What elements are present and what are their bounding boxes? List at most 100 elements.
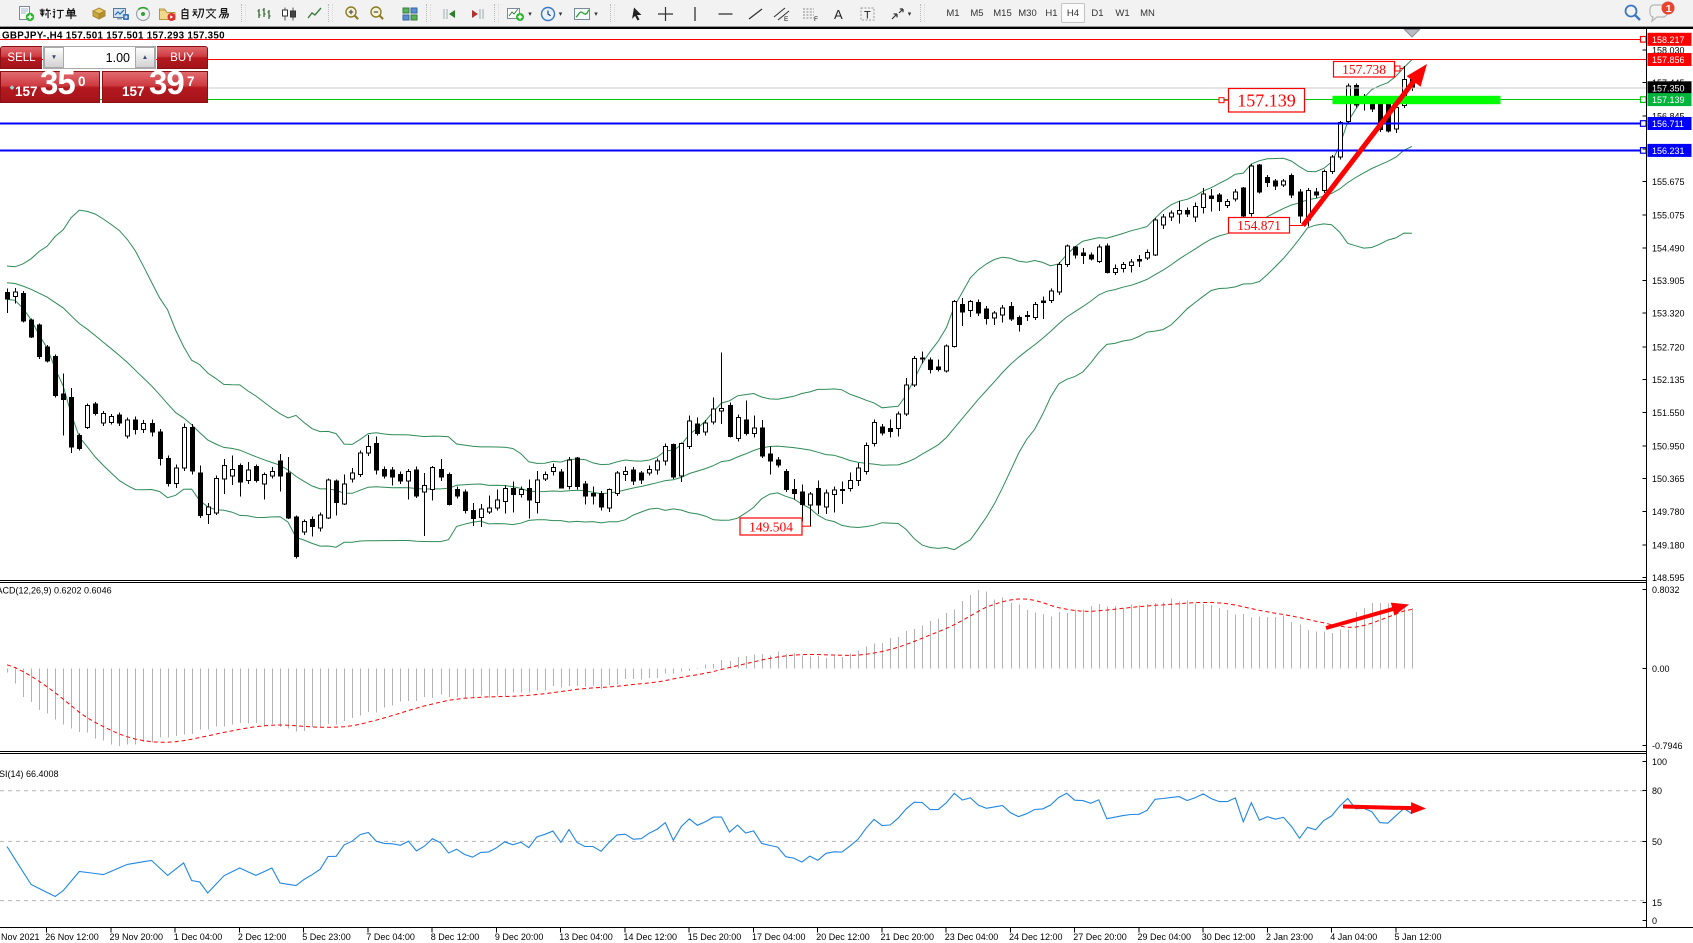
macd-panel[interactable] [6, 590, 1413, 747]
search-button[interactable] [1621, 1, 1645, 24]
auto-trading-button[interactable] [152, 2, 238, 25]
chart-background [0, 27, 1693, 943]
zoom-out-button[interactable] [364, 2, 390, 25]
chart-shift-button[interactable] [465, 2, 491, 25]
toolbar-separator [328, 4, 333, 22]
zoom-in-button[interactable] [339, 2, 365, 25]
hline-handle[interactable] [1639, 35, 1647, 43]
svg-text:F: F [814, 16, 818, 22]
svg-text:150.365: 150.365 [1652, 474, 1685, 484]
hline-button[interactable] [712, 2, 738, 25]
sell-button[interactable]: SELL [0, 46, 42, 69]
trend-arrow-rsi[interactable] [1342, 802, 1426, 815]
volume-input[interactable] [64, 47, 135, 68]
caret-down-icon: ▾ [528, 10, 532, 18]
svg-text:20 Dec 12:00: 20 Dec 12:00 [816, 932, 870, 942]
new-chart-button[interactable]: ▾ [503, 2, 535, 25]
buy-button[interactable]: BUY [157, 46, 208, 69]
svg-text:21 Dec 20:00: 21 Dec 20:00 [881, 932, 935, 942]
svg-text:7 Dec 04:00: 7 Dec 04:00 [366, 932, 415, 942]
market-watch-button[interactable] [86, 2, 112, 25]
svg-text:151.550: 151.550 [1652, 408, 1685, 418]
timeframe-MN-button[interactable]: MN [1140, 7, 1155, 19]
signals-button[interactable] [130, 2, 156, 25]
profiles-button[interactable]: ▾ [536, 2, 566, 25]
rsi-panel[interactable] [0, 790, 1647, 902]
text-button[interactable]: A [826, 2, 852, 25]
candle-chart-button[interactable] [276, 2, 302, 25]
line-chart-button[interactable] [302, 2, 328, 25]
chart-text-label[interactable]: 154.871 [1227, 216, 1304, 234]
hline-handle[interactable] [1639, 120, 1647, 127]
svg-text:153.905: 153.905 [1652, 276, 1685, 286]
data-window-button[interactable] [108, 2, 134, 25]
svg-text:156.845: 156.845 [1652, 112, 1685, 122]
timeframe-H4-button[interactable]: H4 [1061, 3, 1085, 23]
svg-text:154.490: 154.490 [1652, 243, 1685, 253]
price-badge-158.217: 158.217 [1647, 32, 1692, 46]
chart-text-label[interactable]: 149.504 [739, 517, 811, 536]
channel-button[interactable]: E [769, 2, 795, 25]
buy-price-display[interactable]: 157 39 7 [102, 64, 208, 103]
timeframe-H1-button[interactable]: H1 [1045, 7, 1058, 19]
main-price-panel[interactable] [0, 35, 1647, 559]
svg-text:5 Jan 12:00: 5 Jan 12:00 [1395, 932, 1442, 942]
hline-handle[interactable] [1639, 96, 1647, 104]
caret-down-icon: ▾ [594, 10, 598, 18]
cursor-button[interactable] [624, 2, 650, 25]
crosshair-button[interactable] [652, 2, 678, 25]
svg-text:1 Dec 04:00: 1 Dec 04:00 [174, 932, 223, 942]
indicators-button[interactable]: ▾ [569, 2, 602, 25]
svg-text:80: 80 [1652, 786, 1662, 796]
svg-text:29 Nov 20:00: 29 Nov 20:00 [110, 932, 164, 942]
chat-button[interactable]: 1 [1645, 1, 1677, 24]
svg-text:26 Nov 12:00: 26 Nov 12:00 [45, 932, 99, 942]
price-badge-157.139: 157.139 [1647, 93, 1692, 107]
timeframe-M30-button[interactable]: M30 [1018, 7, 1037, 19]
sell-price-display[interactable]: 157 35 0 [0, 64, 100, 103]
text-label-button[interactable]: T [854, 2, 880, 25]
timeframe-M15-button[interactable]: M15 [993, 7, 1012, 19]
svg-text:158.217: 158.217 [1652, 35, 1685, 45]
svg-text:E: E [784, 16, 789, 22]
arrows-button[interactable]: ▾ [884, 2, 916, 25]
svg-text:149.504: 149.504 [749, 519, 793, 534]
toolbar-separator [241, 4, 246, 22]
svg-text:T: T [864, 9, 871, 21]
svg-text:30 Dec 12:00: 30 Dec 12:00 [1202, 932, 1256, 942]
trend-arrow-macd[interactable] [1325, 602, 1409, 630]
svg-text:155.075: 155.075 [1652, 211, 1685, 221]
trend-arrow-main[interactable] [1301, 64, 1427, 228]
bar-chart-button[interactable] [251, 2, 277, 25]
svg-text:152.135: 152.135 [1652, 375, 1685, 385]
fibonacci-button[interactable]: F [797, 2, 823, 25]
timeframe-M1-button[interactable]: M1 [946, 7, 960, 19]
bollinger-lower-band [6, 223, 1412, 551]
volume-decrease-button[interactable]: ▼ [44, 47, 64, 68]
svg-text:14 Dec 12:00: 14 Dec 12:00 [624, 932, 678, 942]
svg-text:154.871: 154.871 [1237, 218, 1281, 233]
trendline-button[interactable] [742, 2, 768, 25]
volume-increase-button[interactable]: ▲ [135, 47, 155, 68]
chart-shift-marker[interactable] [1403, 29, 1421, 38]
macd-label: MACD(12,26,9) 0.6202 0.6046 [0, 586, 112, 596]
vline-button[interactable] [682, 2, 708, 25]
svg-text:17 Dec 04:00: 17 Dec 04:00 [752, 932, 806, 942]
svg-text:158.030: 158.030 [1652, 45, 1685, 55]
new-order-label [38, 7, 77, 20]
timeframe-W1-button[interactable]: W1 [1115, 7, 1130, 19]
svg-text:5 Dec 23:00: 5 Dec 23:00 [302, 932, 351, 942]
chart-text-label[interactable]: 157.738 [1332, 60, 1404, 78]
toolbar: ▾ ▾ ▾ E F A T ▾ M1 M5 M15 M30 H1 H4 D1 W1 MN 1 [0, 0, 1693, 27]
auto-scroll-button[interactable] [437, 2, 463, 25]
green-band-segment[interactable] [1332, 95, 1501, 105]
chart-text-label[interactable]: 157.139 [1218, 87, 1306, 113]
svg-text:0.8032: 0.8032 [1652, 585, 1680, 595]
chart-title: GBPJPY-,H4 157.501 157.501 157.293 157.3… [2, 31, 225, 42]
tile-windows-button[interactable] [397, 2, 423, 25]
new-order-button[interactable] [8, 2, 88, 25]
price-badge-156.711: 156.711 [1647, 117, 1692, 130]
timeframe-M5-button[interactable]: M5 [970, 7, 984, 19]
timeframe-D1-button[interactable]: D1 [1091, 7, 1104, 19]
